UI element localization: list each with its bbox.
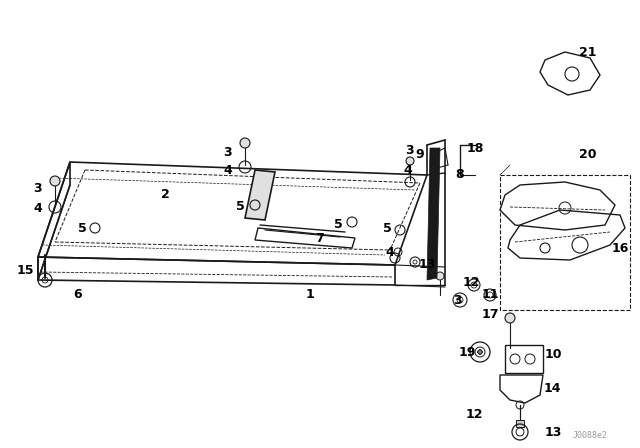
Circle shape [436,272,444,280]
Text: 19: 19 [458,345,476,358]
Circle shape [505,313,515,323]
Text: 4: 4 [404,164,412,177]
Text: 1: 1 [306,289,314,302]
Polygon shape [516,420,524,427]
Text: 5: 5 [77,221,86,234]
Circle shape [478,350,482,354]
Text: 11: 11 [481,289,499,302]
Circle shape [478,350,482,354]
Text: 5: 5 [333,219,342,232]
Text: 10: 10 [544,349,562,362]
Polygon shape [245,170,275,220]
Circle shape [478,350,482,354]
Text: J0088e2: J0088e2 [573,431,607,439]
Text: 5: 5 [236,201,244,214]
Text: 4: 4 [223,164,232,177]
Text: 20: 20 [579,148,596,161]
Text: 3: 3 [406,143,414,156]
Text: 13: 13 [419,258,436,271]
Text: 7: 7 [316,232,324,245]
Polygon shape [427,148,440,280]
Circle shape [406,157,414,165]
Text: 3: 3 [454,293,462,306]
Text: 12: 12 [465,409,483,422]
Circle shape [50,176,60,186]
Text: 4: 4 [386,246,394,258]
Text: 12: 12 [462,276,480,289]
Text: 18: 18 [467,142,484,155]
Text: 21: 21 [579,46,596,59]
Text: 5: 5 [383,221,392,234]
Bar [505,345,543,373]
Circle shape [478,350,482,354]
Text: 3: 3 [224,146,232,159]
Text: 13: 13 [544,426,562,439]
Text: 16: 16 [611,241,628,254]
Circle shape [240,138,250,148]
Text: 15: 15 [16,263,34,276]
Circle shape [478,350,482,354]
Text: 8: 8 [456,168,464,181]
Text: 4: 4 [34,202,42,215]
Circle shape [478,350,482,354]
Circle shape [478,350,482,354]
Text: 17: 17 [481,309,499,322]
Text: 9: 9 [416,148,424,161]
Circle shape [478,350,482,354]
Text: 3: 3 [34,181,42,194]
Text: 2: 2 [161,189,170,202]
Text: 6: 6 [74,289,83,302]
Text: 14: 14 [543,382,561,395]
